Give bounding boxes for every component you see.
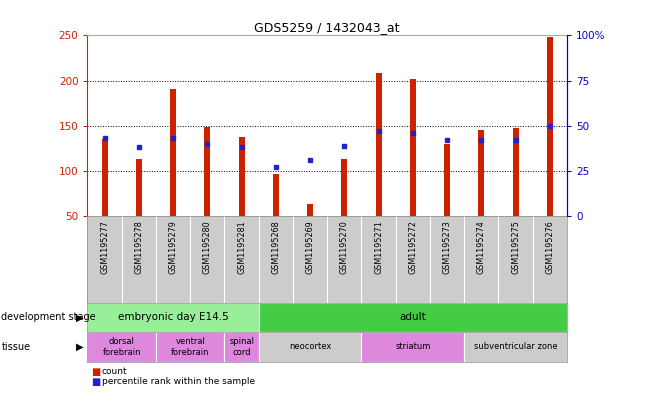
Bar	[259, 303, 567, 332]
Bar	[341, 159, 347, 216]
Bar	[376, 73, 382, 216]
Bar	[259, 332, 362, 362]
Text: subventricular zone: subventricular zone	[474, 342, 557, 351]
Bar	[362, 332, 464, 362]
Text: GSM1195279: GSM1195279	[168, 220, 178, 274]
Text: ■: ■	[91, 367, 100, 377]
Text: ventral
forebrain: ventral forebrain	[171, 337, 209, 356]
Text: GSM1195277: GSM1195277	[100, 220, 109, 274]
Text: GSM1195269: GSM1195269	[306, 220, 315, 274]
Bar	[464, 332, 567, 362]
Text: ■: ■	[91, 377, 100, 387]
Bar	[102, 139, 108, 216]
Bar	[238, 137, 245, 216]
Text: GSM1195281: GSM1195281	[237, 220, 246, 274]
Text: GSM1195268: GSM1195268	[272, 220, 281, 274]
Bar	[204, 127, 211, 216]
Text: dorsal
forebrain: dorsal forebrain	[102, 337, 141, 356]
Bar	[156, 332, 224, 362]
Bar	[547, 37, 553, 216]
Bar	[307, 204, 313, 216]
Title: GDS5259 / 1432043_at: GDS5259 / 1432043_at	[255, 21, 400, 34]
Text: GSM1195274: GSM1195274	[477, 220, 486, 274]
Bar	[136, 159, 142, 216]
Text: count: count	[102, 367, 128, 376]
Text: GSM1195278: GSM1195278	[134, 220, 143, 274]
Text: GSM1195272: GSM1195272	[408, 220, 417, 274]
Text: GSM1195273: GSM1195273	[443, 220, 452, 274]
Bar	[273, 174, 279, 216]
Text: striatum: striatum	[395, 342, 430, 351]
Text: GSM1195280: GSM1195280	[203, 220, 212, 274]
Bar	[444, 144, 450, 216]
Bar	[224, 332, 259, 362]
Bar	[87, 303, 259, 332]
Text: ▶: ▶	[76, 342, 84, 352]
Text: spinal
cord: spinal cord	[229, 337, 254, 356]
Text: neocortex: neocortex	[289, 342, 331, 351]
Bar	[410, 79, 416, 216]
Text: embryonic day E14.5: embryonic day E14.5	[118, 312, 229, 322]
Text: GSM1195270: GSM1195270	[340, 220, 349, 274]
Text: percentile rank within the sample: percentile rank within the sample	[102, 377, 255, 386]
Text: GSM1195271: GSM1195271	[374, 220, 383, 274]
Text: GSM1195275: GSM1195275	[511, 220, 520, 274]
Bar	[170, 89, 176, 216]
Bar	[478, 130, 485, 216]
Text: GSM1195276: GSM1195276	[546, 220, 555, 274]
Text: ▶: ▶	[76, 312, 84, 322]
Text: development stage: development stage	[1, 312, 96, 322]
Text: tissue: tissue	[1, 342, 30, 352]
Bar	[87, 332, 156, 362]
Bar	[513, 128, 518, 216]
Text: adult: adult	[400, 312, 426, 322]
